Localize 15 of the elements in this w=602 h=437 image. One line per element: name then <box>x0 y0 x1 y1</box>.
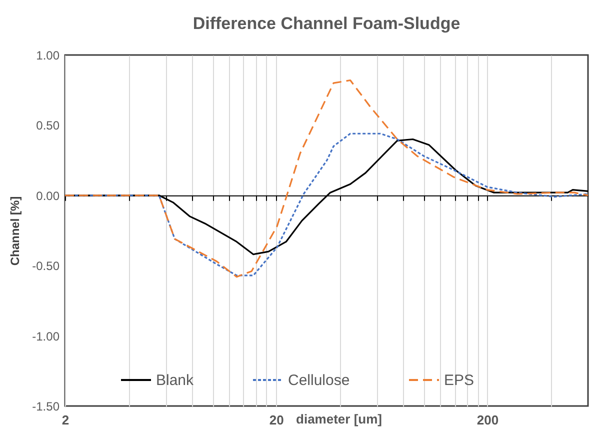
y-tick-label: 0.50 <box>36 118 60 133</box>
legend-label: Blank <box>156 372 194 389</box>
y-tick-label: -0.50 <box>32 259 60 274</box>
x-tick-label: 2 <box>62 412 70 428</box>
y-tick-label: -1.00 <box>32 329 60 344</box>
legend-label: EPS <box>444 372 474 389</box>
legend-label: Cellulose <box>288 372 350 389</box>
chart-title: Difference Channel Foam-Sludge <box>192 14 460 33</box>
y-axis-title: Channel [%] <box>8 196 22 266</box>
x-tick-label: 200 <box>476 412 499 428</box>
y-tick-label: -1.50 <box>32 400 60 414</box>
y-tick-label: 0.00 <box>36 188 60 203</box>
x-axis-title: diameter [um] <box>296 412 382 426</box>
x-tick-label: 20 <box>269 412 284 428</box>
y-tick-label: 1.00 <box>36 48 60 62</box>
